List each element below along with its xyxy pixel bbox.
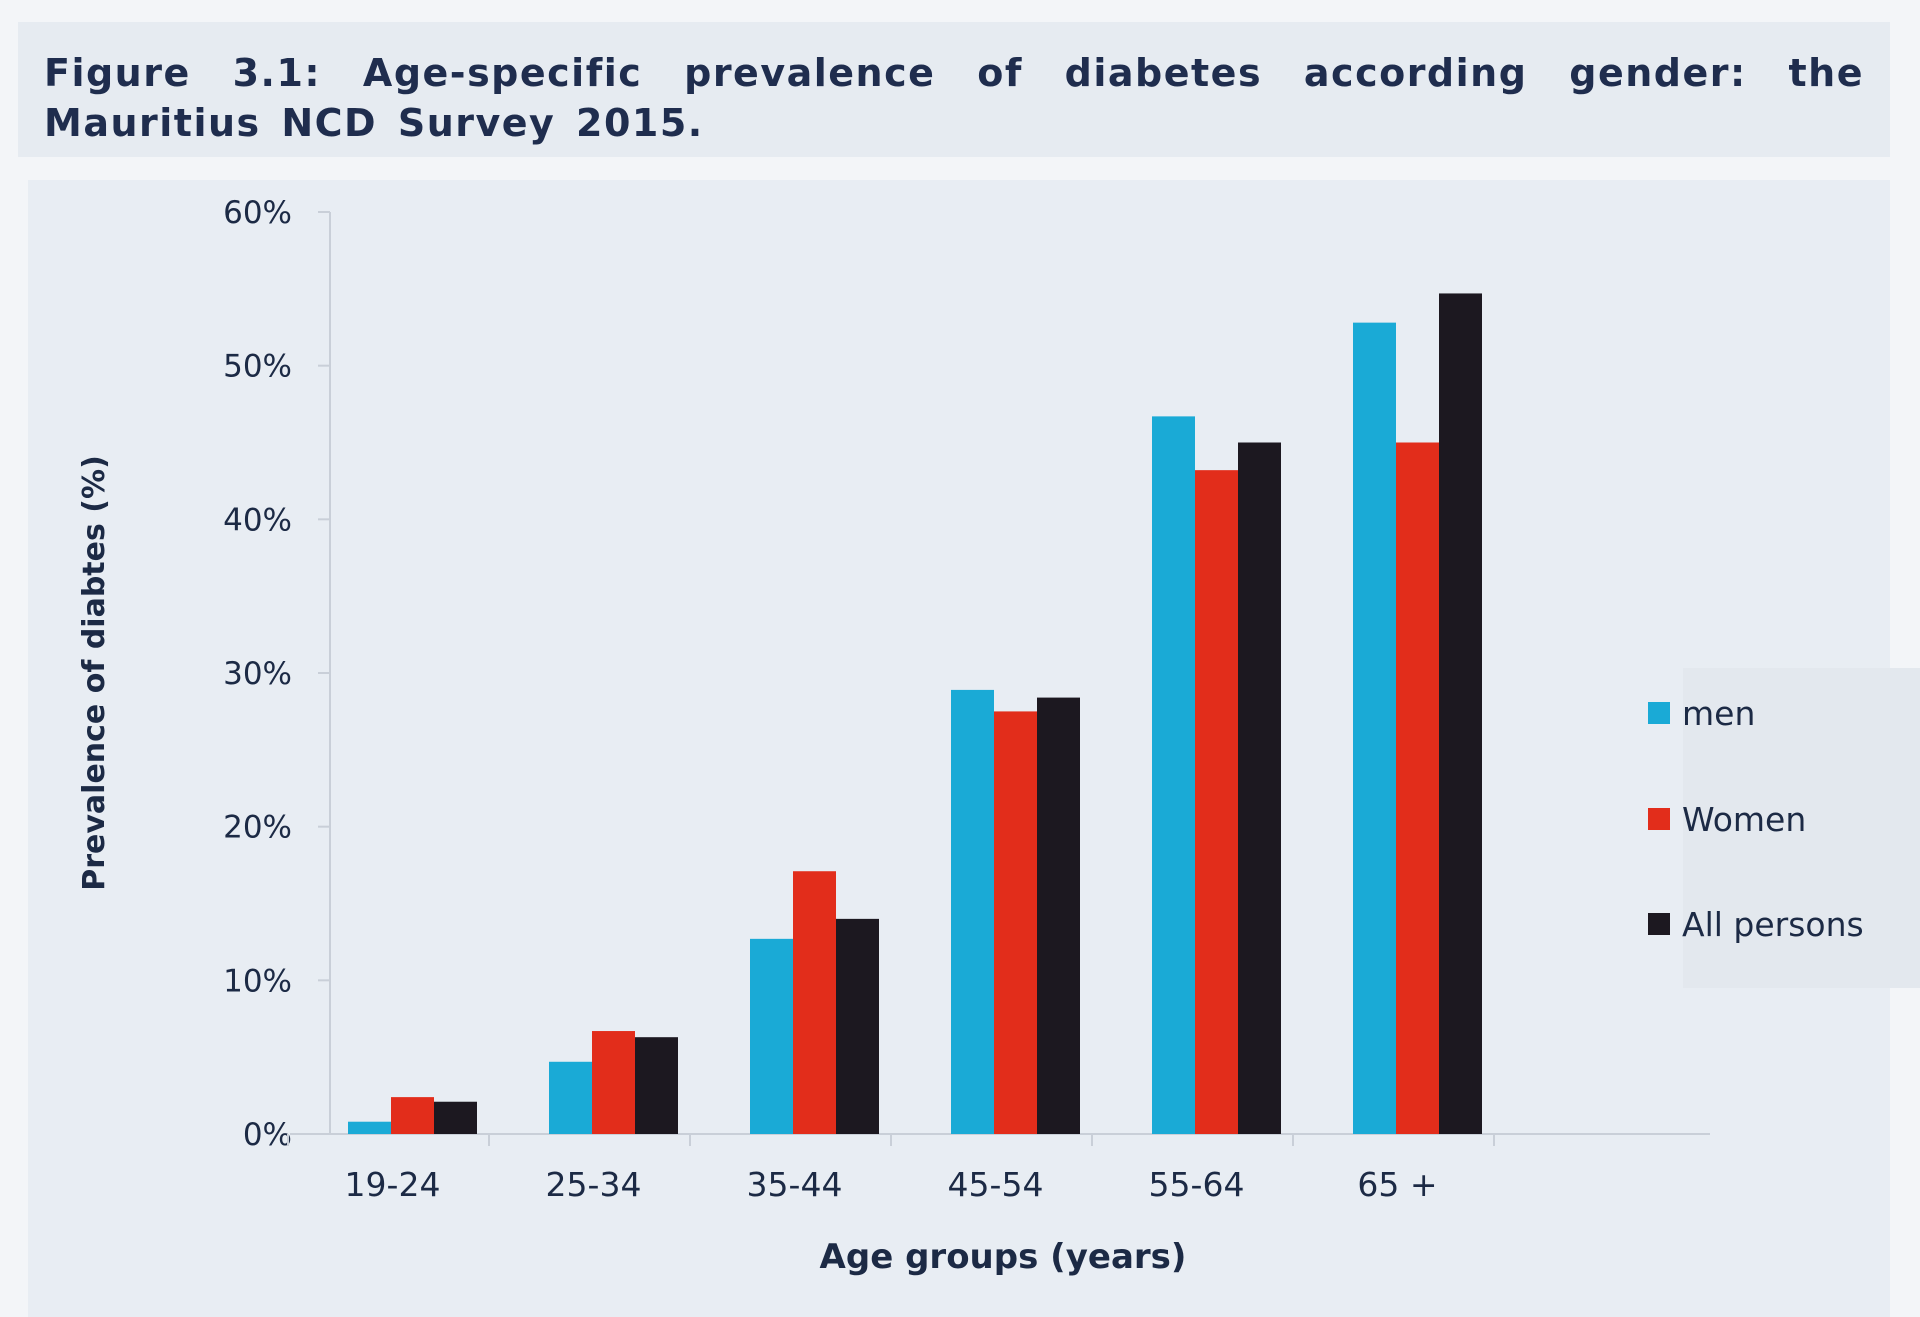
legend-label-women: Women (1682, 800, 1806, 839)
legend-swatch-all-persons (1648, 913, 1670, 935)
x-tick-label: 55-64 (1149, 1165, 1245, 1204)
bar-all-persons-19-24 (434, 1101, 477, 1134)
y-tick-label: 10% (223, 963, 292, 999)
title-band (18, 22, 1890, 157)
y-tick-label: 0% (243, 1117, 292, 1153)
bar-women-19-24 (391, 1097, 434, 1134)
bar-women-45-54 (994, 711, 1037, 1134)
x-tick-label: 19-24 (345, 1165, 441, 1204)
x-axis-title: Age groups (years) (820, 1237, 1187, 1277)
y-tick-label: 50% (223, 349, 292, 385)
y-tick-label: 30% (223, 656, 292, 692)
legend-swatch-men (1648, 702, 1670, 724)
legend-label-men: men (1682, 694, 1755, 733)
bar-men-65+ (1353, 322, 1396, 1134)
y-tick-label: 40% (223, 502, 292, 538)
bar-women-65+ (1396, 442, 1439, 1134)
bar-men-25-34 (549, 1061, 592, 1134)
legend-box (1683, 668, 1920, 988)
y-tick-label: 20% (223, 810, 292, 846)
bar-women-35-44 (793, 871, 836, 1134)
bar-all-persons-35-44 (836, 918, 879, 1134)
bar-men-35-44 (750, 938, 793, 1134)
bar-all-persons-55-64 (1238, 442, 1281, 1134)
bar-women-55-64 (1195, 470, 1238, 1134)
bar-all-persons-45-54 (1037, 697, 1080, 1134)
y-axis-title: Prevalence of diabtes (%) (77, 455, 112, 891)
figure-title: Figure 3.1: Age-specific prevalence of d… (44, 51, 1864, 145)
bar-all-persons-25-34 (635, 1037, 678, 1134)
bar-all-persons-65+ (1439, 293, 1482, 1134)
x-tick-label: 25-34 (546, 1165, 642, 1204)
bar-men-19-24 (348, 1121, 391, 1134)
x-tick-label: 65 + (1357, 1165, 1437, 1204)
y-tick-label: 60% (223, 195, 292, 231)
x-tick-label: 45-54 (948, 1165, 1044, 1204)
bar-men-55-64 (1152, 416, 1195, 1134)
legend-label-all-persons: All persons (1682, 905, 1864, 944)
x-tick-label: 35-44 (747, 1165, 843, 1204)
legend-swatch-women (1648, 808, 1670, 830)
bar-men-45-54 (951, 689, 994, 1134)
bar-women-25-34 (592, 1031, 635, 1134)
